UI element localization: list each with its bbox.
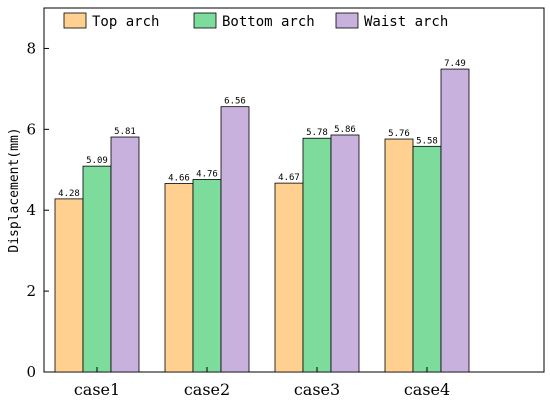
y-tick-label: 2: [26, 282, 36, 300]
x-tick-label-case4: case4: [404, 380, 450, 399]
y-tick-label: 6: [26, 120, 36, 138]
bar-case2-waist-arch: [220, 106, 250, 373]
bar-case2-bottom-arch: [192, 179, 222, 373]
data-label: 4.28: [58, 189, 80, 199]
data-label: 6.56: [224, 97, 246, 107]
bar-case2-top-arch: [164, 183, 194, 373]
bar-case1-top-arch: [54, 198, 84, 373]
y-tick-label: 8: [26, 39, 36, 57]
ticks: 0 2 4 6 8 case1 case2 case3 case4: [26, 39, 450, 399]
bar-case4-top-arch: [384, 138, 414, 373]
x-tick-label-case1: case1: [74, 380, 120, 399]
legend-label: Top arch: [92, 14, 159, 30]
y-tick-label: 4: [26, 201, 36, 219]
bar-case3-waist-arch: [330, 134, 360, 373]
bar-case3-bottom-arch: [302, 137, 332, 373]
bar-case3-top-arch: [274, 182, 304, 373]
legend-swatch-waist-arch: [335, 12, 359, 29]
bar-case1-bottom-arch: [82, 165, 112, 373]
bars: [54, 68, 470, 373]
data-label: 5.78: [306, 128, 328, 138]
legend-swatch-bottom-arch: [193, 12, 217, 29]
data-label: 5.58: [416, 136, 438, 146]
bar-case1-waist-arch: [110, 136, 140, 373]
data-label: 4.76: [196, 169, 218, 179]
data-label: 7.49: [444, 59, 466, 69]
x-tick-label-case3: case3: [294, 380, 340, 399]
y-tick-label: 0: [26, 363, 36, 381]
x-tick-label-case2: case2: [184, 380, 230, 399]
data-labels: 4.28 5.09 5.81 4.66 4.76 6.56 4.67 5.78 5.86 5.76…: [58, 59, 466, 199]
data-label: 5.86: [334, 125, 356, 135]
bar-case4-waist-arch: [440, 68, 470, 373]
legend-label: Bottom arch: [222, 14, 315, 30]
bar-case4-bottom-arch: [412, 145, 442, 373]
data-label: 4.66: [168, 174, 190, 184]
data-label: 5.81: [114, 127, 136, 137]
legend-swatch-top-arch: [63, 12, 87, 29]
legend-label: Waist arch: [364, 14, 448, 30]
data-label: 5.76: [388, 129, 410, 139]
data-label: 5.09: [86, 156, 108, 166]
data-label: 4.67: [278, 173, 300, 183]
y-axis-title: Displacement(mm): [7, 127, 22, 252]
legend: Top arch Bottom arch Waist arch: [63, 12, 448, 30]
